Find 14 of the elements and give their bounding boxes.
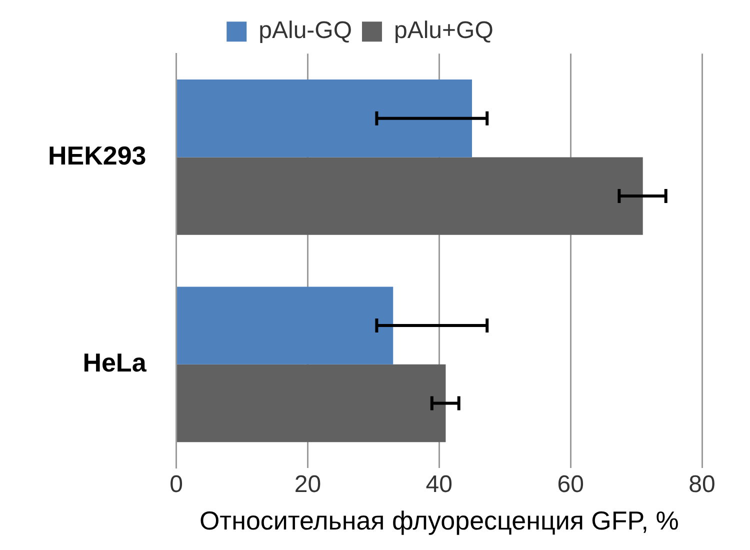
x-axis-title: Относительная флуоресценция GFP, % (199, 506, 679, 536)
y-tick-label: HeLa (82, 348, 147, 378)
bar (177, 157, 643, 235)
x-tick-label: 40 (426, 471, 452, 498)
y-tick-label: HEK293 (48, 140, 146, 170)
legend-label: pAlu-GQ (258, 17, 352, 44)
legend-label: pAlu+GQ (394, 17, 494, 44)
bar (177, 286, 394, 364)
x-tick-label: 0 (170, 471, 183, 498)
x-tick-label: 80 (688, 471, 716, 498)
x-tick-label: 20 (294, 471, 322, 498)
bar (177, 364, 446, 442)
x-tick-label: 60 (557, 471, 584, 498)
bar (177, 80, 472, 158)
